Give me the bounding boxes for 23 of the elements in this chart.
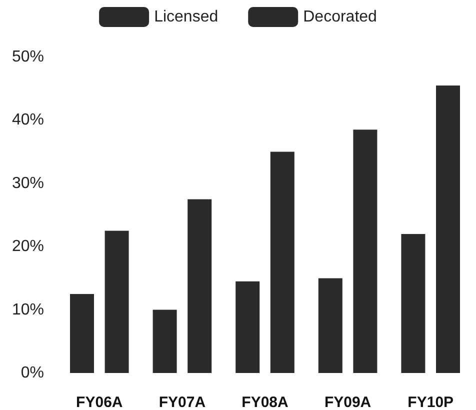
bar	[70, 294, 94, 373]
bar	[152, 310, 177, 373]
x-tick-label: FY10P	[408, 394, 454, 410]
y-tick-label: 50%	[12, 48, 44, 66]
bar	[236, 281, 260, 373]
bar	[353, 130, 378, 373]
bar	[401, 234, 426, 373]
bar	[436, 85, 460, 373]
y-tick-label: 10%	[12, 301, 44, 318]
x-tick-label: FY09A	[324, 394, 372, 410]
x-tick-label: FY08A	[242, 394, 289, 410]
y-tick-label: 30%	[12, 174, 44, 192]
y-tick-label: 40%	[12, 112, 44, 129]
bar	[270, 152, 294, 373]
x-tick-label: FY07A	[158, 394, 206, 410]
bar	[188, 199, 212, 373]
y-tick-label: 20%	[12, 238, 44, 256]
bar	[104, 230, 129, 373]
x-tick-label: FY06A	[76, 394, 123, 410]
y-tick-label: 0%	[20, 364, 44, 382]
legend-label: Decorated	[303, 8, 377, 26]
legend-label: Licensed	[154, 8, 218, 26]
bar	[318, 278, 342, 373]
